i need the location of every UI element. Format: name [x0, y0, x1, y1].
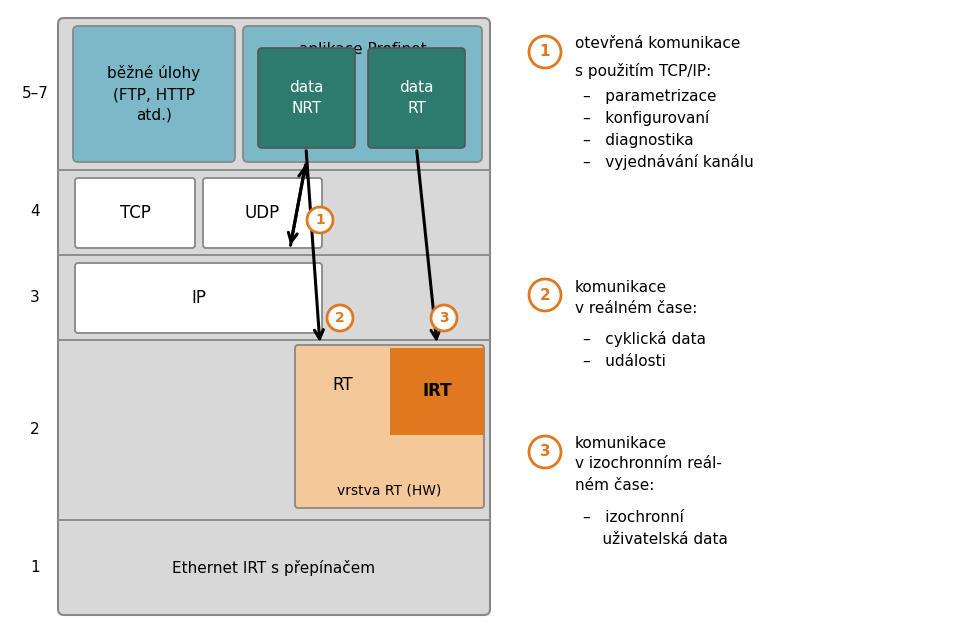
Text: Ethernet IRT s přepínačem: Ethernet IRT s přepínačem [172, 559, 376, 576]
Text: –   konfigurovaní: – konfigurovaní [583, 110, 708, 126]
Text: 1: 1 [315, 213, 325, 227]
Text: 5–7: 5–7 [22, 87, 48, 102]
Text: otevřená komunikace: otevřená komunikace [574, 37, 739, 51]
FancyBboxPatch shape [258, 48, 355, 148]
Text: data
RT: data RT [399, 80, 433, 116]
Text: 1: 1 [539, 44, 550, 59]
Text: s použitím TCP/IP:: s použitím TCP/IP: [574, 63, 711, 79]
Circle shape [327, 305, 353, 331]
Circle shape [528, 36, 560, 68]
Text: běžné úlohy
(FTP, HTTP
atd.): běžné úlohy (FTP, HTTP atd.) [108, 65, 200, 123]
Text: –   události: – události [583, 353, 665, 368]
Text: IRT: IRT [422, 382, 451, 401]
Text: 3: 3 [30, 291, 40, 305]
Text: 4: 4 [30, 205, 40, 219]
Text: aplikace Profinet: aplikace Profinet [298, 42, 425, 57]
Text: vrstva RT (HW): vrstva RT (HW) [337, 483, 441, 497]
Text: –   izochronní: – izochronní [583, 511, 684, 525]
Text: RT: RT [332, 376, 352, 394]
Circle shape [528, 436, 560, 468]
Text: –   diagnostika: – diagnostika [583, 133, 693, 147]
Text: 3: 3 [439, 311, 448, 325]
Text: uživatelská data: uživatelská data [583, 533, 727, 547]
Circle shape [528, 279, 560, 311]
FancyBboxPatch shape [368, 48, 465, 148]
Circle shape [307, 207, 333, 233]
FancyBboxPatch shape [58, 18, 490, 615]
Text: data
NRT: data NRT [289, 80, 324, 116]
Text: v reálném čase:: v reálném čase: [574, 301, 696, 316]
Text: ném čase:: ném čase: [574, 478, 653, 492]
Text: –   parametrizace: – parametrizace [583, 88, 716, 104]
Text: v izochronním reál-: v izochronním reál- [574, 456, 721, 470]
Text: –   vyjednávání kanálu: – vyjednávání kanálu [583, 154, 753, 170]
FancyBboxPatch shape [294, 345, 483, 508]
Text: komunikace: komunikace [574, 437, 666, 451]
FancyBboxPatch shape [202, 178, 322, 248]
FancyBboxPatch shape [75, 178, 195, 248]
Text: 2: 2 [539, 288, 550, 303]
Text: 2: 2 [30, 423, 40, 437]
Text: IP: IP [191, 289, 205, 307]
FancyBboxPatch shape [73, 26, 235, 162]
FancyBboxPatch shape [243, 26, 481, 162]
Text: TCP: TCP [119, 204, 151, 222]
Text: –   cyklická data: – cyklická data [583, 331, 705, 347]
Text: 3: 3 [539, 444, 550, 459]
Text: 1: 1 [30, 561, 40, 576]
Text: 2: 2 [334, 311, 344, 325]
Text: UDP: UDP [244, 204, 280, 222]
Circle shape [430, 305, 457, 331]
FancyBboxPatch shape [75, 263, 322, 333]
Bar [389, 348, 483, 435]
Text: komunikace: komunikace [574, 279, 666, 295]
